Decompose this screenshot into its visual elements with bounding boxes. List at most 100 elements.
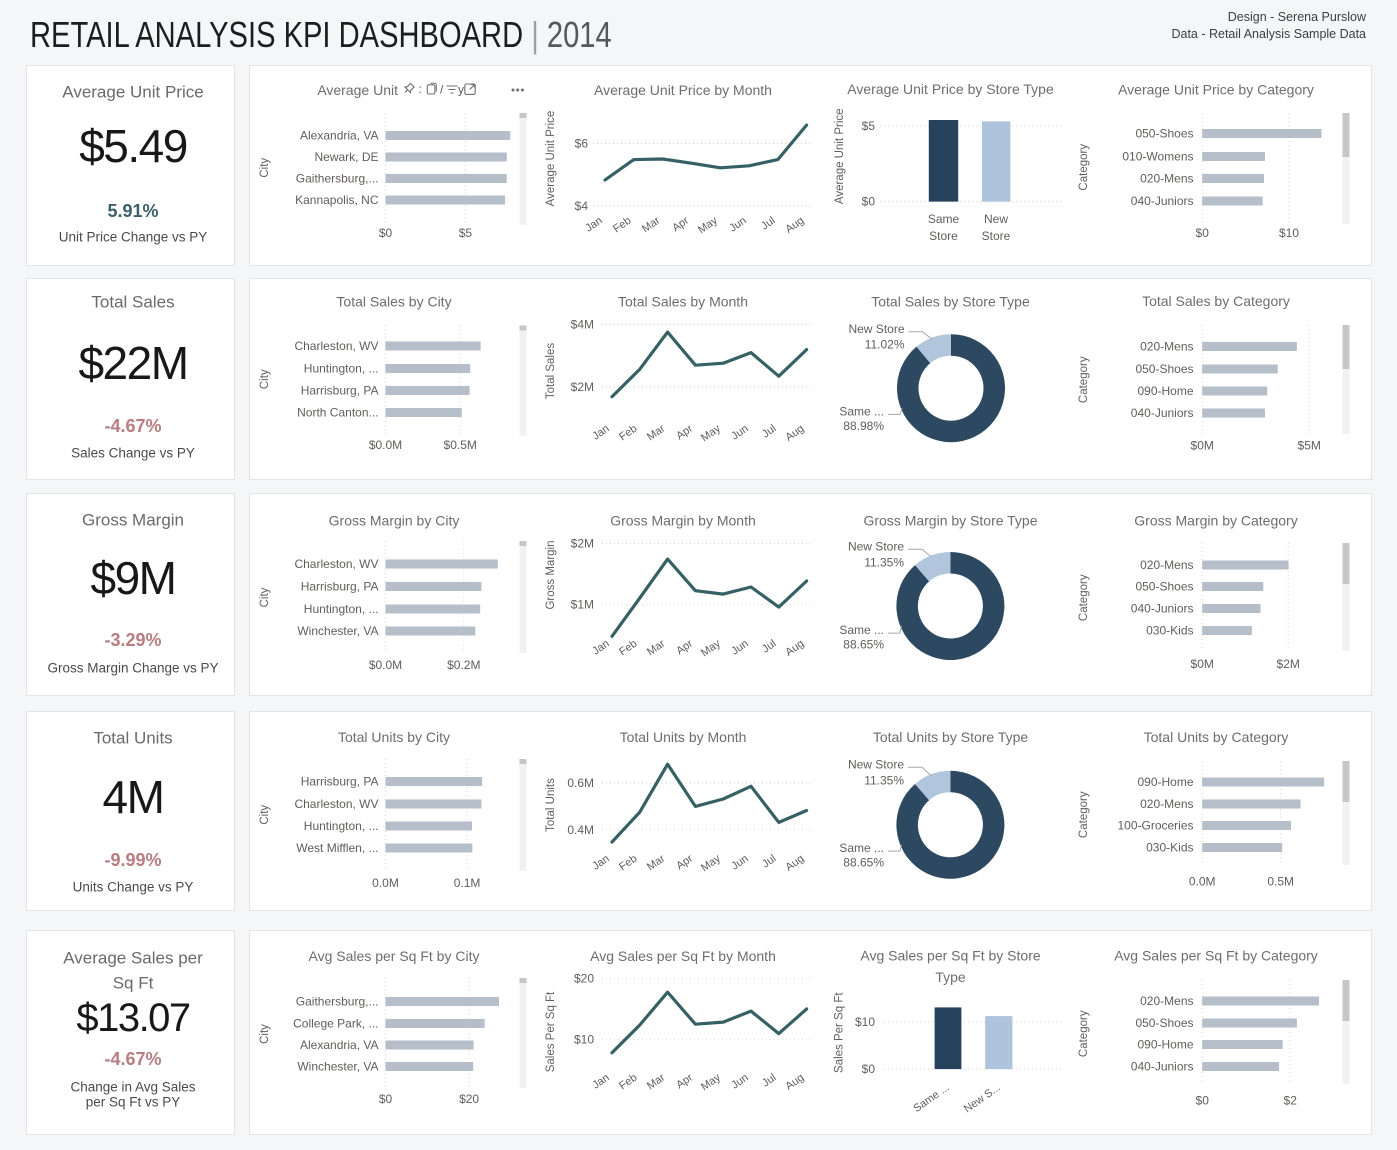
svg-text:0.5M: 0.5M [1267,875,1294,889]
svg-text:$0: $0 [862,195,876,209]
svg-text:Average Unit Price by Month: Average Unit Price by Month [594,82,772,98]
svg-text:Newark, DE: Newark, DE [314,150,378,164]
svg-text:$0.0M: $0.0M [369,438,402,452]
svg-text:Charleston, WV: Charleston, WV [294,797,378,811]
svg-text:College Park, ...: College Park, ... [293,1017,378,1031]
svg-text:0.4M: 0.4M [567,823,594,837]
svg-text:Mar: Mar [645,637,668,658]
svg-text:Apr: Apr [674,422,695,442]
svg-text:0.1M: 0.1M [454,876,481,890]
svg-text:Jan: Jan [583,215,604,235]
svg-text:$0M: $0M [1191,657,1214,671]
svg-text:Category: Category [1078,791,1090,838]
svg-text:Sales Per Sq Ft: Sales Per Sq Ft [834,992,846,1073]
svg-text:Avg Sales per Sq Ft by City: Avg Sales per Sq Ft by City [309,948,480,964]
svg-text:Aug: Aug [783,638,806,659]
svg-text:Same: Same [928,212,960,226]
svg-text:May: May [699,1071,723,1093]
svg-text:New Store: New Store [848,322,904,336]
svg-text:020-Mens: 020-Mens [1140,172,1193,186]
svg-text:Gross Margin by City: Gross Margin by City [329,513,460,529]
svg-text:Average Unit Price: Average Unit Price [834,108,846,204]
svg-text:Feb: Feb [611,215,633,236]
svg-text:Avg Sales per Sq Ft by Categor: Avg Sales per Sq Ft by Category [1114,948,1318,964]
svg-text:050-Shoes: 050-Shoes [1135,362,1193,376]
svg-text:Total Sales by Month: Total Sales by Month [618,294,748,310]
svg-text:$10: $10 [855,1015,875,1029]
svg-text:Same ...: Same ... [911,1082,951,1115]
svg-text:May: May [699,852,723,874]
svg-text:Aug: Aug [783,423,806,444]
svg-text:$6: $6 [575,137,589,151]
svg-text:$20: $20 [459,1092,479,1106]
svg-text:Jun: Jun [729,1072,750,1092]
svg-text:Winchester, VA: Winchester, VA [297,624,378,638]
svg-text:Store: Store [929,229,958,243]
svg-text:City: City [259,1024,271,1044]
svg-text:$0: $0 [862,1062,876,1076]
svg-text:Type: Type [935,969,966,985]
svg-text:Mar: Mar [640,214,663,235]
svg-text:$4: $4 [575,199,589,213]
svg-text:Total Units: Total Units [545,778,557,832]
svg-text:Feb: Feb [617,423,639,444]
svg-text:090-Home: 090-Home [1137,1038,1193,1052]
svg-text:Average Unit Price: Average Unit Price [545,111,557,207]
svg-text:Feb: Feb [617,638,639,659]
svg-text:88.65%: 88.65% [843,637,884,651]
svg-text:050-Shoes: 050-Shoes [1135,1016,1193,1030]
svg-text:Average Unit Price by Store Ty: Average Unit Price by Store Type [847,81,1054,97]
svg-text:Total Sales by City: Total Sales by City [336,294,451,310]
svg-text:Jan: Jan [590,423,611,443]
svg-text:$5: $5 [862,119,876,133]
svg-text:Apr: Apr [674,852,695,872]
svg-text:City: City [259,805,271,825]
svg-text:Jan: Jan [590,638,611,658]
svg-text:Gross Margin by Store Type: Gross Margin by Store Type [863,513,1037,529]
svg-text:Mar: Mar [645,1071,668,1092]
svg-text:88.98%: 88.98% [843,419,884,433]
svg-text:Avg Sales per Sq Ft by Month: Avg Sales per Sq Ft by Month [590,948,776,964]
svg-text:Gross Margin by Month: Gross Margin by Month [610,513,756,529]
svg-text:Jul: Jul [760,853,778,871]
svg-text:Gross Margin by Category: Gross Margin by Category [1134,513,1297,529]
svg-text:040-Juniors: 040-Juniors [1131,406,1194,420]
svg-text:Huntington, ...: Huntington, ... [304,362,379,376]
svg-text:Category: Category [1078,356,1090,403]
svg-text:040-Juniors: 040-Juniors [1131,602,1194,616]
svg-text:Same ...: Same ... [839,623,884,637]
svg-text:Jul: Jul [759,215,777,233]
svg-text:0.0M: 0.0M [1189,875,1216,889]
svg-text:Jul: Jul [760,423,778,441]
svg-text:$2M: $2M [1277,657,1300,671]
svg-text:$10: $10 [574,1033,594,1047]
svg-text:New: New [984,212,1008,226]
svg-text:Feb: Feb [617,853,639,874]
svg-text:020-Mens: 020-Mens [1140,994,1193,1008]
svg-text:Total Sales by Category: Total Sales by Category [1142,293,1290,309]
svg-text:020-Mens: 020-Mens [1140,558,1193,572]
svg-text:Jan: Jan [590,853,611,873]
svg-text:y: y [458,83,464,97]
svg-text:North Canton...: North Canton... [297,406,378,420]
svg-text:City: City [259,587,271,607]
svg-text:Average Unit Price by Category: Average Unit Price by Category [1118,82,1314,98]
svg-text:Total Sales: Total Sales [545,343,557,400]
svg-text:/: / [440,83,444,97]
svg-text:May: May [699,637,723,659]
svg-text:Gaithersburg,...: Gaithersburg,... [296,172,379,186]
svg-text:Harrisburg, PA: Harrisburg, PA [301,775,379,789]
svg-text:Alexandria, VA: Alexandria, VA [300,129,379,143]
svg-text:Apr: Apr [674,1071,695,1091]
svg-text:Avg Sales per Sq Ft by Store: Avg Sales per Sq Ft by Store [860,948,1040,964]
svg-text:$5: $5 [459,226,473,240]
svg-text:Mar: Mar [645,852,668,873]
svg-text:$2M: $2M [571,380,594,394]
svg-text:Jun: Jun [729,423,750,443]
svg-text:$10: $10 [1279,226,1299,240]
svg-text:11.35%: 11.35% [864,556,904,570]
svg-text:West Mifflen, ...: West Mifflen, ... [296,841,378,855]
svg-text:Jul: Jul [760,638,778,656]
svg-text:Average Unit: Average Unit [317,82,398,98]
svg-text::: : [419,82,422,96]
